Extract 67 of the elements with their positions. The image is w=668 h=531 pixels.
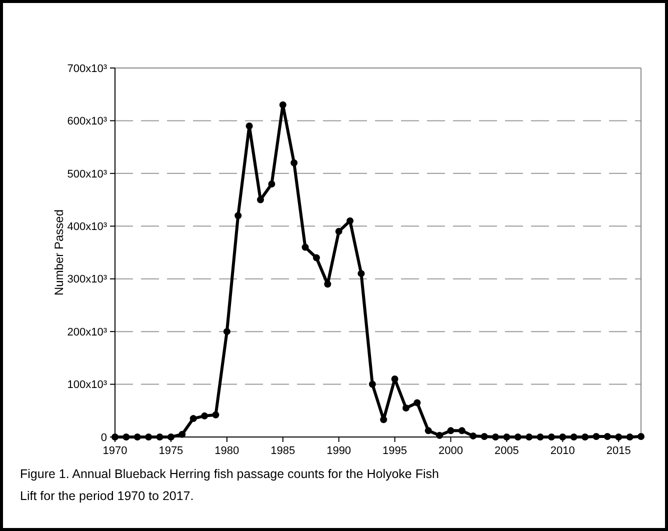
point — [290, 159, 298, 166]
point — [414, 399, 421, 406]
point — [223, 328, 230, 336]
x-tick-label: 1990 — [326, 445, 352, 457]
point — [604, 432, 611, 440]
point — [256, 196, 264, 204]
x-tick-label: 1995 — [382, 445, 408, 457]
point — [212, 411, 220, 418]
y-tick-label: 200x10³ — [67, 326, 108, 338]
point — [514, 434, 522, 440]
point — [424, 427, 432, 434]
point — [246, 122, 253, 130]
point — [312, 254, 320, 262]
point — [470, 432, 477, 440]
point — [156, 434, 164, 440]
x-tick-label: 2000 — [438, 445, 463, 457]
x-tick-label: 1975 — [158, 445, 184, 457]
point — [436, 432, 444, 439]
point — [190, 415, 197, 422]
y-tick-label: 0 — [100, 432, 107, 444]
point — [582, 434, 589, 440]
point — [536, 434, 544, 440]
point — [548, 434, 555, 440]
point — [368, 380, 376, 388]
x-tick-label: 2005 — [494, 445, 519, 457]
y-axis-title: Number Passed — [52, 209, 66, 296]
x-tick-label: 1980 — [214, 445, 240, 457]
point — [492, 434, 500, 440]
point — [615, 434, 622, 440]
point — [234, 212, 242, 220]
point — [279, 101, 286, 108]
point — [380, 416, 388, 424]
y-tick-label: 600x10³ — [67, 116, 108, 128]
point — [134, 434, 141, 440]
point — [638, 432, 644, 440]
x-tick-label: 2015 — [606, 445, 631, 457]
point — [391, 376, 398, 383]
point — [145, 434, 152, 440]
point — [358, 270, 365, 278]
point — [346, 217, 354, 224]
point — [178, 430, 186, 438]
point — [458, 427, 466, 434]
y-tick-label: 700x10³ — [67, 62, 108, 75]
point — [503, 434, 510, 440]
point — [324, 280, 332, 288]
point — [526, 434, 533, 440]
point — [402, 404, 410, 412]
point — [559, 434, 566, 440]
x-tick-label: 1985 — [270, 445, 296, 457]
point — [302, 244, 309, 251]
point — [626, 434, 634, 440]
point — [592, 432, 600, 440]
point — [122, 434, 130, 440]
point — [447, 427, 454, 434]
y-tick-label: 100x10³ — [67, 379, 108, 392]
x-tick-label: 2010 — [550, 445, 575, 457]
caption: Figure 1. Annual Blueback Herring fish passage counts for the Holyoke Fish Lift for the period 1970 to 2017. — [20, 467, 440, 503]
point — [480, 432, 488, 440]
y-tick-label: 500x10³ — [67, 168, 108, 180]
point — [201, 412, 208, 420]
y-tick-label: 400x10³ — [67, 220, 108, 233]
point — [268, 180, 276, 188]
y-tick-label: 300x10³ — [67, 274, 108, 286]
x-tick-label: 1970 — [102, 445, 128, 457]
point — [335, 228, 342, 235]
point — [167, 434, 174, 440]
point — [570, 434, 578, 440]
